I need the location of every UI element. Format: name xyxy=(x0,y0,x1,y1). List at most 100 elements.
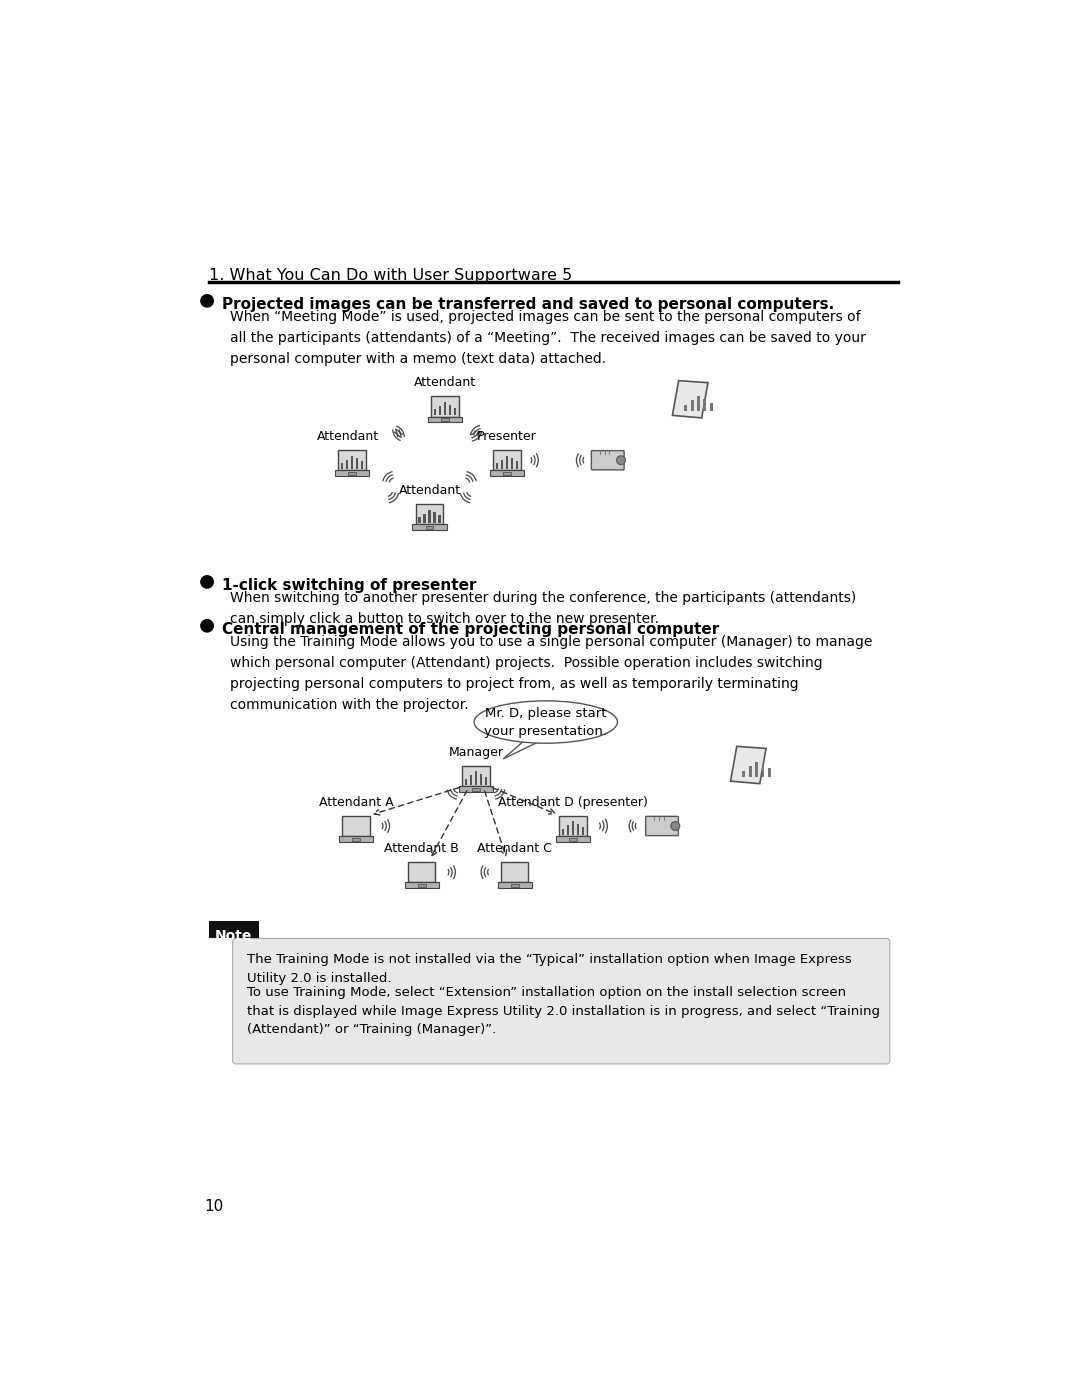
Bar xyxy=(464,780,468,785)
Ellipse shape xyxy=(474,701,618,743)
Bar xyxy=(418,517,421,522)
Bar xyxy=(405,883,438,888)
Bar xyxy=(448,405,451,415)
Bar xyxy=(434,409,436,415)
Bar xyxy=(691,401,693,411)
Text: Note: Note xyxy=(215,929,252,943)
Bar xyxy=(442,418,449,420)
FancyBboxPatch shape xyxy=(232,939,890,1065)
Bar xyxy=(571,821,575,835)
Bar xyxy=(340,464,343,469)
Bar xyxy=(511,884,518,887)
Bar xyxy=(697,397,700,411)
Bar xyxy=(342,816,369,837)
Bar xyxy=(768,768,771,777)
Circle shape xyxy=(671,821,679,830)
Bar xyxy=(501,862,528,883)
Text: Attendant: Attendant xyxy=(318,430,379,443)
FancyBboxPatch shape xyxy=(208,921,259,937)
Bar xyxy=(501,460,503,469)
Bar xyxy=(703,400,706,411)
Bar xyxy=(472,788,480,791)
Bar xyxy=(408,862,435,883)
Bar xyxy=(444,402,446,415)
Bar xyxy=(577,824,579,835)
Bar xyxy=(505,455,509,469)
Bar xyxy=(503,472,511,475)
Bar xyxy=(742,771,745,777)
Bar xyxy=(761,766,765,777)
Bar xyxy=(438,515,441,522)
Bar xyxy=(454,408,457,415)
Bar xyxy=(556,837,590,842)
Text: Attendant C: Attendant C xyxy=(477,842,552,855)
Polygon shape xyxy=(730,746,766,784)
Text: Attendant A: Attendant A xyxy=(319,796,393,809)
Text: To use Training Mode, select “Extension” installation option on the install sele: To use Training Mode, select “Extension”… xyxy=(247,986,880,1037)
Text: Central management of the projecting personal computer: Central management of the projecting per… xyxy=(221,622,719,637)
Bar xyxy=(515,461,518,469)
Bar xyxy=(462,766,489,787)
Bar xyxy=(339,837,373,842)
Circle shape xyxy=(201,576,213,588)
FancyBboxPatch shape xyxy=(592,451,624,469)
Circle shape xyxy=(617,455,625,465)
Text: Mr. D, please start
your presentation.: Mr. D, please start your presentation. xyxy=(484,707,607,738)
Bar xyxy=(348,472,355,475)
Polygon shape xyxy=(503,742,538,759)
Bar xyxy=(433,513,436,522)
Text: Attendant B: Attendant B xyxy=(384,842,459,855)
Bar xyxy=(416,504,443,524)
Bar xyxy=(567,826,569,835)
Text: Attendant: Attendant xyxy=(399,485,460,497)
Bar xyxy=(494,450,521,471)
Bar xyxy=(755,761,758,777)
Bar xyxy=(485,777,487,785)
Bar xyxy=(438,405,442,415)
Bar xyxy=(428,510,431,522)
Bar xyxy=(428,416,462,422)
Bar xyxy=(569,838,577,841)
Bar xyxy=(685,405,687,411)
Circle shape xyxy=(201,295,213,307)
FancyBboxPatch shape xyxy=(646,816,678,835)
Bar xyxy=(413,524,446,529)
Bar xyxy=(480,774,483,785)
Bar xyxy=(338,450,366,471)
Bar xyxy=(459,787,494,792)
Text: Manager: Manager xyxy=(448,746,503,759)
Bar xyxy=(496,464,498,469)
Bar xyxy=(431,397,459,416)
Bar xyxy=(426,525,433,529)
Text: 1. What You Can Do with User Supportware 5: 1. What You Can Do with User Supportware… xyxy=(208,268,572,282)
Bar xyxy=(352,838,360,841)
Text: When “Meeting Mode” is used, projected images can be sent to the personal comput: When “Meeting Mode” is used, projected i… xyxy=(230,310,865,366)
Bar xyxy=(346,460,349,469)
Bar xyxy=(351,455,353,469)
Polygon shape xyxy=(673,380,708,418)
Text: When switching to another presenter during the conference, the participants (att: When switching to another presenter duri… xyxy=(230,591,855,626)
Bar xyxy=(490,471,524,476)
Bar xyxy=(355,458,359,469)
Bar xyxy=(559,816,586,837)
Bar xyxy=(335,471,369,476)
Circle shape xyxy=(201,620,213,631)
Text: Attendant D (presenter): Attendant D (presenter) xyxy=(498,796,648,809)
Text: The Training Mode is not installed via the “Typical” installation option when Im: The Training Mode is not installed via t… xyxy=(247,953,852,985)
Bar xyxy=(710,402,713,411)
Bar xyxy=(418,884,426,887)
Bar xyxy=(511,458,513,469)
Text: 1-click switching of presenter: 1-click switching of presenter xyxy=(221,578,476,594)
Text: Presenter: Presenter xyxy=(477,430,537,443)
Bar xyxy=(498,883,531,888)
Bar xyxy=(748,766,752,777)
Bar xyxy=(470,775,472,785)
Bar xyxy=(423,514,426,522)
Text: Projected images can be transferred and saved to personal computers.: Projected images can be transferred and … xyxy=(221,298,834,312)
Text: Using the Training Mode allows you to use a single personal computer (Manager) t: Using the Training Mode allows you to us… xyxy=(230,636,872,712)
Text: 10: 10 xyxy=(205,1200,224,1214)
Text: Attendant: Attendant xyxy=(414,376,476,390)
Bar xyxy=(474,771,477,785)
Bar xyxy=(562,828,564,835)
Bar xyxy=(361,461,363,469)
